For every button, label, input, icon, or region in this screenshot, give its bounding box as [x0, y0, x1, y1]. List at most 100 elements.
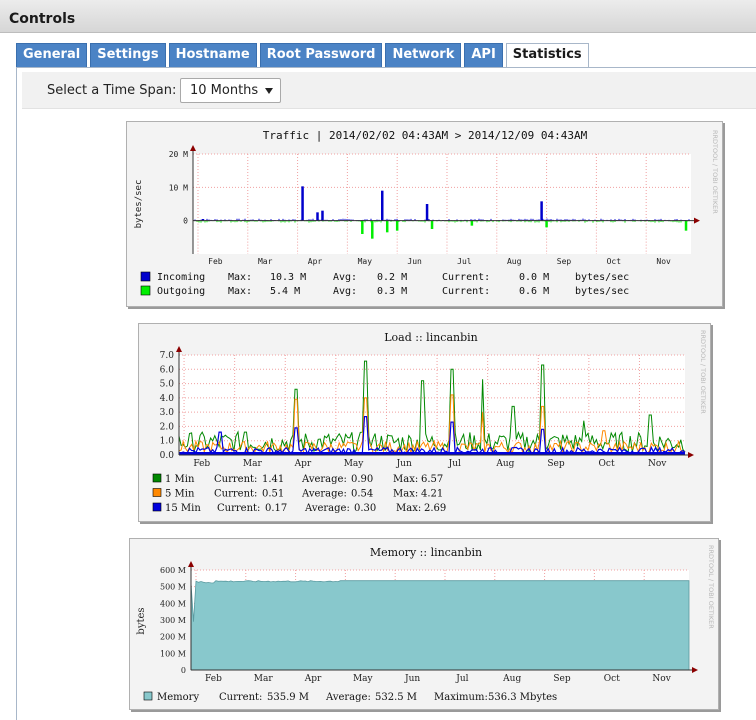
legend-text: 4.21 [421, 489, 443, 500]
axis-arrow [692, 667, 698, 673]
x-tick-label: Sep [553, 674, 570, 684]
chart-title: Memory :: lincanbin [370, 546, 482, 559]
time-span-value: 10 Months [190, 83, 259, 98]
tab-settings[interactable]: Settings [90, 43, 166, 67]
x-tick-label: Jun [407, 257, 422, 266]
tab-api[interactable]: API [464, 43, 503, 67]
legend-swatch [152, 488, 162, 497]
legend-text: 0.3 M [377, 286, 407, 297]
legend-text: 0.17 [265, 503, 287, 514]
legend-text: Max: [228, 272, 252, 283]
load-chart-svg: Load :: lincanbin7.06.05.04.03.02.01.00.… [152, 330, 707, 514]
x-tick-label: Oct [599, 459, 615, 469]
legend-text: Average: [301, 474, 347, 485]
x-tick-label: Nov [656, 257, 671, 266]
x-tick-label: Mar [243, 459, 263, 469]
legend-swatch [152, 473, 162, 483]
legend-text: 536.3 Mbytes [488, 692, 557, 703]
x-tick-label: Oct [607, 257, 622, 266]
tab-hostname[interactable]: Hostname [168, 43, 257, 67]
window-titlebar: Controls [0, 0, 756, 33]
legend-text: Memory [157, 692, 199, 703]
legend-text: Max: [396, 503, 421, 514]
time-span-select[interactable]: 10 Months [180, 78, 281, 103]
traffic-chart-svg: Traffic | 2014/02/02 04:43AM > 2014/12/0… [134, 129, 719, 297]
legend-text: 1.41 [262, 474, 284, 485]
tab-statistics[interactable]: Statistics [505, 43, 589, 68]
legend-text: Current: [442, 272, 490, 283]
axis-arrow [176, 346, 182, 352]
y-axis-label: bytes/sec [134, 180, 144, 229]
legend-text: 0.54 [351, 489, 373, 500]
traffic-graph: Traffic | 2014/02/02 04:43AM > 2014/12/0… [126, 121, 723, 307]
legend-text: Average: [304, 503, 350, 514]
y-tick-label: 1.0 [160, 437, 175, 447]
legend-swatch [143, 691, 153, 701]
y-tick-label: 6.0 [160, 365, 175, 375]
tab-network[interactable]: Network [385, 43, 462, 67]
time-span-row: Select a Time Span: 10 Months [22, 72, 756, 109]
legend-text: 15 Min [165, 503, 201, 514]
time-span-label: Select a Time Span: [47, 83, 177, 98]
x-tick-label: Jul [455, 674, 468, 684]
y-tick-label: 10 M [169, 183, 188, 192]
legend-text: Current: [442, 286, 490, 297]
legend-text: 0.30 [354, 503, 376, 514]
x-tick-label: Apr [308, 257, 323, 266]
legend-text: 535.9 M [267, 692, 309, 703]
y-tick-label: 3.0 [160, 408, 175, 418]
x-tick-label: Oct [604, 674, 620, 684]
legend-text: Avg: [333, 286, 357, 297]
legend-text: Incoming [157, 272, 205, 283]
legend-text: Average: [301, 489, 347, 500]
y-tick-label: 5.0 [160, 380, 175, 390]
y-tick-label: 2.0 [160, 422, 175, 432]
plot-area [179, 355, 685, 455]
x-tick-label: Jun [404, 674, 420, 684]
legend-text: 0.0 M [519, 272, 549, 283]
axis-arrow [694, 217, 700, 224]
legend-text: Max: [393, 474, 418, 485]
y-tick-label: 100 M [160, 649, 186, 658]
axis-arrow [688, 452, 694, 458]
y-tick-label: 0 [181, 666, 186, 675]
legend-text: 0.2 M [377, 272, 407, 283]
legend-text: Current: [214, 474, 257, 485]
y-tick-label: 0.0 [160, 451, 175, 461]
x-tick-label: Aug [502, 674, 521, 684]
chevron-down-icon [265, 88, 273, 94]
chart-title: Traffic | 2014/02/02 04:43AM > 2014/12/0… [263, 129, 588, 142]
y-tick-label: 200 M [160, 633, 186, 642]
legend-text: 1 Min [165, 474, 195, 485]
legend-text: Maximum: [434, 692, 488, 703]
legend-text: 5.4 M [270, 286, 300, 297]
y-tick-label: 400 M [160, 599, 186, 608]
legend-text: 532.5 M [375, 692, 417, 703]
x-tick-label: Feb [208, 257, 223, 266]
x-tick-label: May [353, 674, 374, 684]
legend-text: 10.3 M [270, 272, 306, 283]
legend-text: Outgoing [157, 286, 205, 297]
y-tick-label: 300 M [160, 616, 186, 625]
y-tick-label: 4.0 [160, 394, 175, 404]
x-tick-label: Aug [507, 257, 522, 266]
tab-bar: General Settings Hostname Root Password … [16, 43, 589, 68]
legend-text: Current: [214, 489, 257, 500]
x-tick-label: May [358, 257, 373, 266]
tab-root-password[interactable]: Root Password [259, 43, 383, 67]
legend-text: Current: [217, 503, 260, 514]
legend-text: 2.69 [424, 503, 446, 514]
axis-arrow [190, 145, 196, 151]
legend-text: 0.51 [262, 489, 284, 500]
rrdtool-watermark: RRDTOOL / TOBI OETIKER [707, 545, 715, 629]
x-tick-label: Feb [205, 674, 222, 684]
x-tick-label: Sep [557, 257, 572, 266]
x-tick-label: Apr [294, 459, 312, 469]
legend-swatch [152, 502, 162, 512]
chart-title: Load :: lincanbin [384, 331, 478, 344]
axis-arrow [188, 561, 194, 567]
tab-general[interactable]: General [16, 43, 88, 67]
x-tick-label: Jul [448, 459, 461, 469]
y-axis-label: bytes [136, 607, 147, 634]
